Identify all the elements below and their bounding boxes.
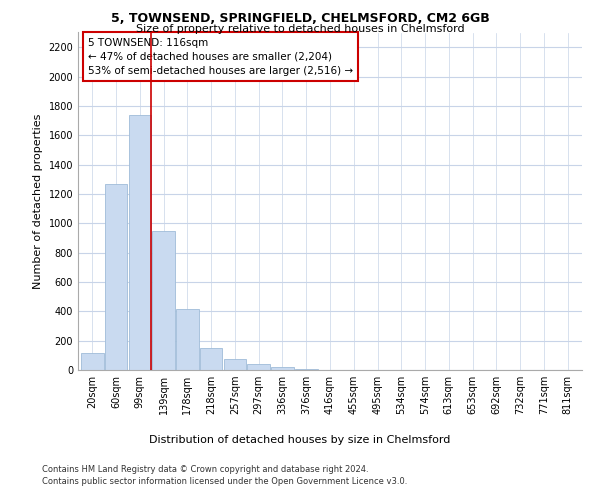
- Bar: [152, 230, 175, 370]
- Bar: [247, 364, 270, 370]
- Text: 5, TOWNSEND, SPRINGFIELD, CHELMSFORD, CM2 6GB: 5, TOWNSEND, SPRINGFIELD, CHELMSFORD, CM…: [110, 12, 490, 26]
- Bar: [81, 353, 104, 370]
- Text: Contains HM Land Registry data © Crown copyright and database right 2024.: Contains HM Land Registry data © Crown c…: [42, 465, 368, 474]
- Bar: [176, 309, 199, 370]
- Text: Distribution of detached houses by size in Chelmsford: Distribution of detached houses by size …: [149, 435, 451, 445]
- Bar: [224, 359, 246, 370]
- Text: Contains public sector information licensed under the Open Government Licence v3: Contains public sector information licen…: [42, 478, 407, 486]
- Y-axis label: Number of detached properties: Number of detached properties: [33, 114, 43, 289]
- Bar: [200, 348, 223, 370]
- Text: Size of property relative to detached houses in Chelmsford: Size of property relative to detached ho…: [136, 24, 464, 34]
- Text: 5 TOWNSEND: 116sqm
← 47% of detached houses are smaller (2,204)
53% of semi-deta: 5 TOWNSEND: 116sqm ← 47% of detached hou…: [88, 38, 353, 76]
- Bar: [105, 184, 127, 370]
- Bar: [128, 116, 151, 370]
- Bar: [271, 367, 294, 370]
